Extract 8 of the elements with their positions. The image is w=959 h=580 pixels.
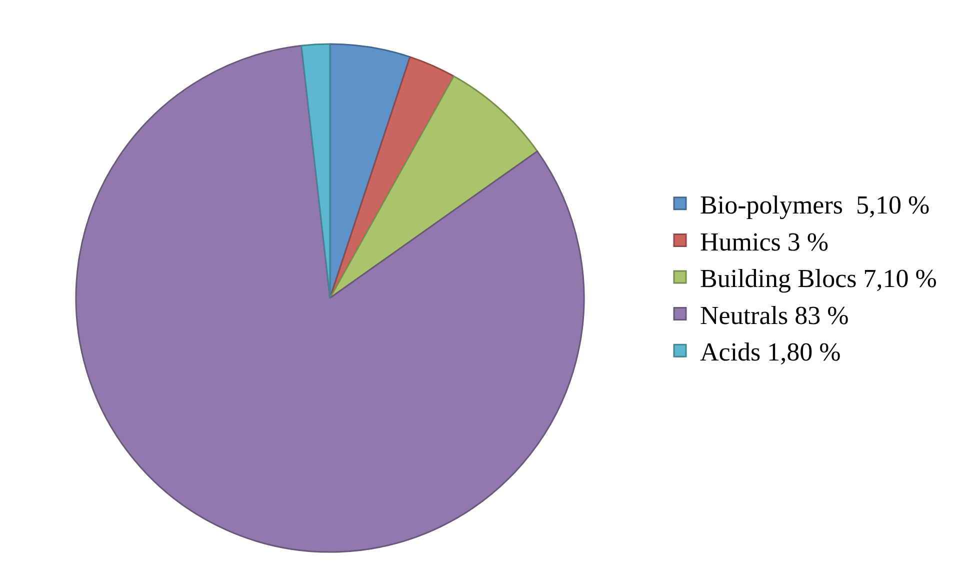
pie-slice: [76, 44, 585, 553]
legend-label: Acids 1,80 %: [700, 338, 841, 367]
legend-label: Humics 3 %: [700, 227, 829, 256]
legend-label: Bio-polymers 5,10 %: [700, 190, 930, 220]
legend-label: Building Blocs 7,10 %: [700, 264, 937, 294]
pie-slice: [300, 43, 331, 299]
legend-label: Neutrals 83 %: [700, 300, 849, 330]
pie-slice: [329, 75, 538, 299]
